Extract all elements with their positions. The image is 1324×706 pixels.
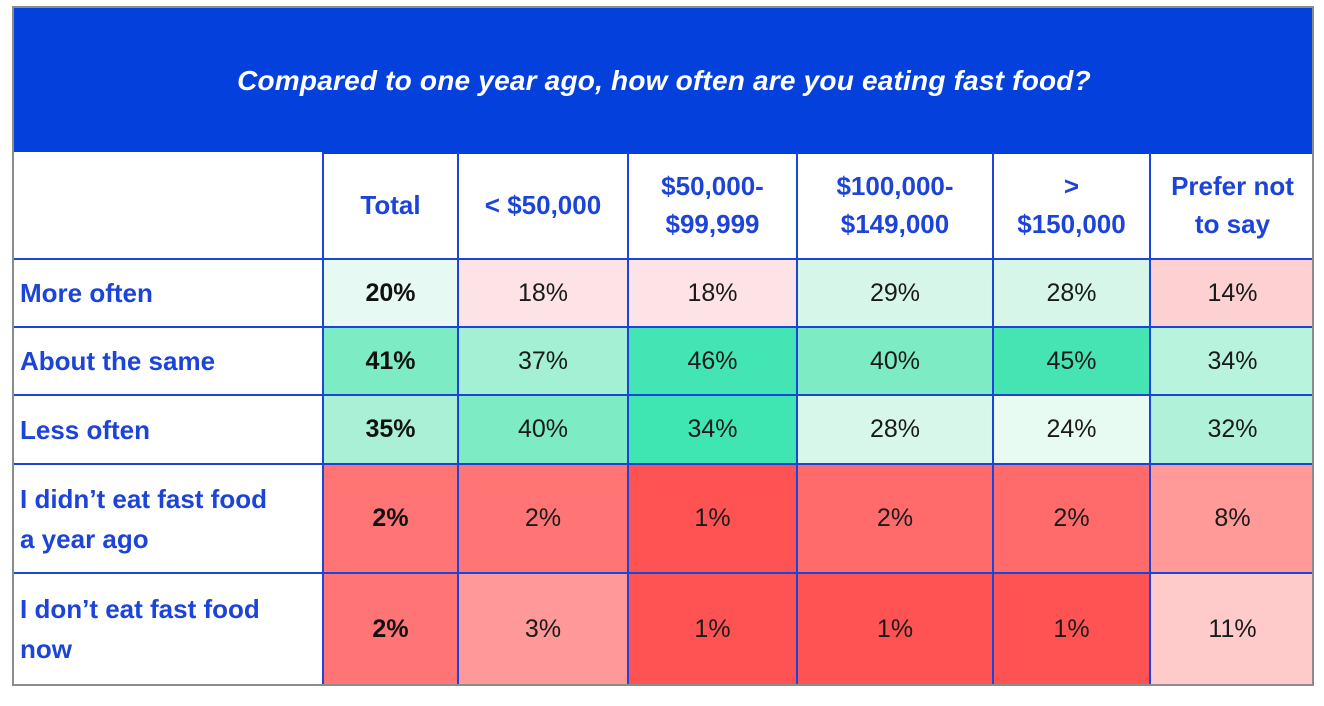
column-header: $100,000- $149,000 — [798, 152, 994, 260]
value-cell: 1% — [629, 465, 798, 574]
total-value-cell: 35% — [324, 396, 459, 465]
value-cell: 8% — [1151, 465, 1312, 574]
total-value-cell: 2% — [324, 465, 459, 574]
value-cell: 40% — [459, 396, 629, 465]
value-cell: 28% — [994, 260, 1151, 328]
column-header: Total — [324, 152, 459, 260]
row-label: About the same — [14, 328, 324, 396]
value-cell: 2% — [994, 465, 1151, 574]
value-cell: 24% — [994, 396, 1151, 465]
value-cell: 1% — [629, 574, 798, 684]
row-label: I didn’t eat fast food a year ago — [14, 465, 324, 574]
table-frame: Compared to one year ago, how often are … — [12, 6, 1314, 686]
value-cell: 37% — [459, 328, 629, 396]
total-value-cell: 2% — [324, 574, 459, 684]
row-label: More often — [14, 260, 324, 328]
value-cell: 46% — [629, 328, 798, 396]
value-cell: 34% — [1151, 328, 1312, 396]
column-header: < $50,000 — [459, 152, 629, 260]
value-cell: 2% — [459, 465, 629, 574]
value-cell: 45% — [994, 328, 1151, 396]
total-value-cell: 41% — [324, 328, 459, 396]
value-cell: 18% — [459, 260, 629, 328]
value-cell: 18% — [629, 260, 798, 328]
value-cell: 3% — [459, 574, 629, 684]
value-cell: 11% — [1151, 574, 1312, 684]
column-header: $50,000- $99,999 — [629, 152, 798, 260]
value-cell: 28% — [798, 396, 994, 465]
column-header: > $150,000 — [994, 152, 1151, 260]
total-value-cell: 20% — [324, 260, 459, 328]
row-label: Less often — [14, 396, 324, 465]
row-label: I don’t eat fast food now — [14, 574, 324, 684]
title-bar: Compared to one year ago, how often are … — [14, 8, 1312, 154]
value-cell: 40% — [798, 328, 994, 396]
chart-title: Compared to one year ago, how often are … — [237, 65, 1091, 96]
value-cell: 32% — [1151, 396, 1312, 465]
value-cell: 29% — [798, 260, 994, 328]
value-cell: 34% — [629, 396, 798, 465]
value-cell: 2% — [798, 465, 994, 574]
column-header: Prefer not to say — [1151, 152, 1312, 260]
value-cell: 1% — [798, 574, 994, 684]
table-corner-cell — [14, 152, 324, 260]
data-table: Total < $50,000 $50,000- $99,999 $100,000- $1… — [14, 152, 1312, 684]
value-cell: 14% — [1151, 260, 1312, 328]
value-cell: 1% — [994, 574, 1151, 684]
